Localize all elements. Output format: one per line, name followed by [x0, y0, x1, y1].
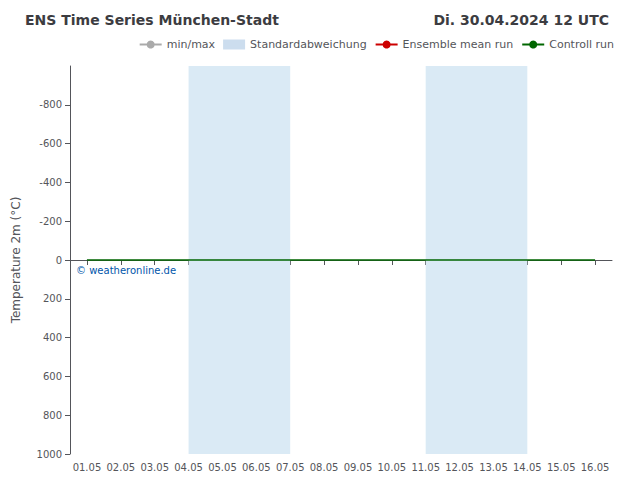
svg-text:13.05: 13.05	[479, 462, 508, 473]
svg-text:600: 600	[43, 371, 62, 382]
svg-text:03.05: 03.05	[140, 462, 169, 473]
svg-text:0: 0	[56, 255, 62, 266]
svg-text:-200: -200	[39, 216, 62, 227]
svg-text:Standardabweichung: Standardabweichung	[250, 38, 367, 51]
svg-text:min/max: min/max	[167, 38, 216, 51]
svg-text:Di. 30.04.2024 12 UTC: Di. 30.04.2024 12 UTC	[433, 12, 609, 28]
svg-text:ENS Time Series München-Stadt: ENS Time Series München-Stadt	[25, 12, 279, 28]
svg-text:© weatheronline.de: © weatheronline.de	[76, 265, 176, 276]
svg-text:800: 800	[43, 410, 62, 421]
svg-text:200: 200	[43, 293, 62, 304]
svg-text:Ensemble mean run: Ensemble mean run	[403, 38, 514, 51]
svg-text:12.05: 12.05	[445, 462, 474, 473]
svg-text:-800: -800	[39, 99, 62, 110]
svg-text:08.05: 08.05	[310, 462, 339, 473]
svg-text:02.05: 02.05	[106, 462, 135, 473]
svg-text:14.05: 14.05	[513, 462, 542, 473]
svg-text:09.05: 09.05	[344, 462, 373, 473]
svg-text:Temperature 2m (°C): Temperature 2m (°C)	[9, 197, 23, 325]
svg-text:07.05: 07.05	[276, 462, 305, 473]
svg-text:04.05: 04.05	[174, 462, 203, 473]
svg-text:16.05: 16.05	[581, 462, 610, 473]
svg-text:-400: -400	[39, 177, 62, 188]
svg-text:01.05: 01.05	[73, 462, 102, 473]
svg-text:05.05: 05.05	[208, 462, 237, 473]
svg-text:-600: -600	[39, 138, 62, 149]
svg-text:15.05: 15.05	[547, 462, 576, 473]
svg-text:Controll run: Controll run	[549, 38, 614, 51]
svg-text:11.05: 11.05	[411, 462, 440, 473]
svg-text:1000: 1000	[37, 449, 62, 460]
svg-text:400: 400	[43, 332, 62, 343]
svg-text:06.05: 06.05	[242, 462, 271, 473]
svg-text:10.05: 10.05	[377, 462, 406, 473]
